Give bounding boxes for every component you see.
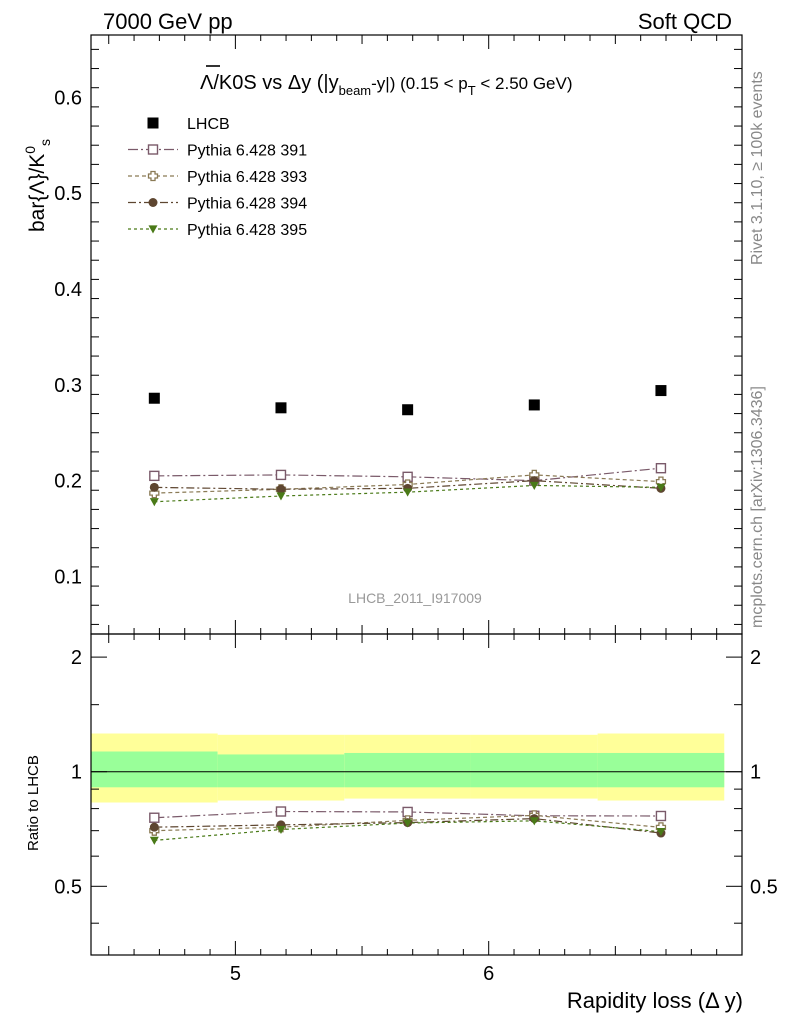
main-panel: 0.1 0.2 0.3 0.4 0.5 0.6 [54,34,743,648]
main-ylabel-sup: 0 [22,146,38,154]
data-point [529,481,539,490]
data-point [275,469,287,481]
x-axis-label: Rapidity loss (Δ y) [567,988,743,1013]
ratio-frame [90,633,743,956]
header-left: 7000 GeV pp [103,9,233,34]
data-point [402,404,414,416]
ratio-y-tick-label-right: 0.5 [750,876,778,898]
data-point [403,488,413,497]
x-tick-label: 5 [230,963,241,985]
legend-label: Pythia 6.428 393 [187,169,307,186]
legend-marker [148,225,158,234]
ratio-band-inner [470,752,598,788]
legend-marker [147,170,159,182]
mcplots-label: mcplots.cern.ch [arXiv:1306.3436] [749,386,766,628]
ratio-band-inner [91,751,218,788]
header-right: Soft QCD [638,9,732,34]
data-point [276,492,286,501]
ratio-y-tick-label: 2 [71,647,82,669]
rivet-label: Rivet 3.1.10, ≥ 100k events [749,71,766,265]
y-tick-label: 0.1 [54,566,82,588]
data-point [275,402,287,414]
ratio-band-inner [344,752,471,788]
ratio-data-point [403,819,413,828]
main-ylabel-sub: s [37,139,53,146]
main-ylabel: bar{Λ}/K0s [22,139,53,232]
series-line [154,480,661,490]
data-point [148,392,160,404]
title-beam-sub: beam [339,83,372,98]
ratio-y-tick-label-right: 2 [750,647,761,669]
ratio-data-point [402,806,413,818]
data-point [528,399,540,411]
ratio-series-line [154,818,662,834]
legend-label: Pythia 6.428 394 [187,196,307,213]
legend-label: Pythia 6.428 395 [187,222,307,239]
data-point [655,462,667,474]
legend: LHCB Pythia 6.428 391 Pythia 6.428 393 Pyth… [128,116,307,239]
ratio-data-point [656,828,666,837]
y-tick-label: 0.5 [54,183,82,205]
x-tick-label: 6 [483,963,494,985]
y-tick-label: 0.3 [54,375,82,397]
data-point [276,484,286,494]
y-tick-label: 0.2 [54,471,82,493]
ratio-data-point [149,822,159,832]
ratio-data-point [275,806,287,817]
legend-marker [148,198,158,207]
ratio-y-tick-label: 0.5 [54,876,82,898]
analysis-watermark: LHCB_2011_I917009 [348,590,482,606]
title-tail: < 2.50 GeV) [476,74,573,93]
ratio-panel: 5 6 0.5 0.5 1 1 2 2 [54,633,778,985]
legend-marker [147,117,159,129]
data-point [656,483,666,492]
y-tick-label: 0.4 [54,279,82,301]
ratio-data-point [276,825,286,834]
legend-label: LHCB [187,116,230,133]
title-lead: Λ/K0S vs Δy (|y [200,72,339,94]
title-t-sub: T [468,83,476,98]
main-ylabel-text: bar{Λ}/K [26,154,49,232]
legend-marker [147,144,159,155]
data-point [149,470,160,482]
ratio-data-point [655,810,667,822]
ratio-band-inner [597,752,725,788]
title-mid: -y|) (0.15 < p [371,74,468,93]
ratio-y-tick-label-right: 1 [750,762,761,784]
ratio-data-point [529,817,539,826]
data-point [149,482,159,492]
ratio-data-point [149,812,160,823]
ratio-data-point [149,836,159,845]
chart-title: Λ/K0S vs Δy (|ybeam-y|) (0.15 < pT < 2.5… [200,72,573,98]
data-point [655,385,667,397]
y-tick-label: 0.6 [54,87,82,109]
ratio-y-tick-label: 1 [71,762,82,784]
ratio-ylabel: Ratio to LHCB [25,755,42,851]
data-point [149,498,159,507]
ratio-band-inner [217,754,345,788]
legend-label: Pythia 6.428 391 [187,143,307,160]
